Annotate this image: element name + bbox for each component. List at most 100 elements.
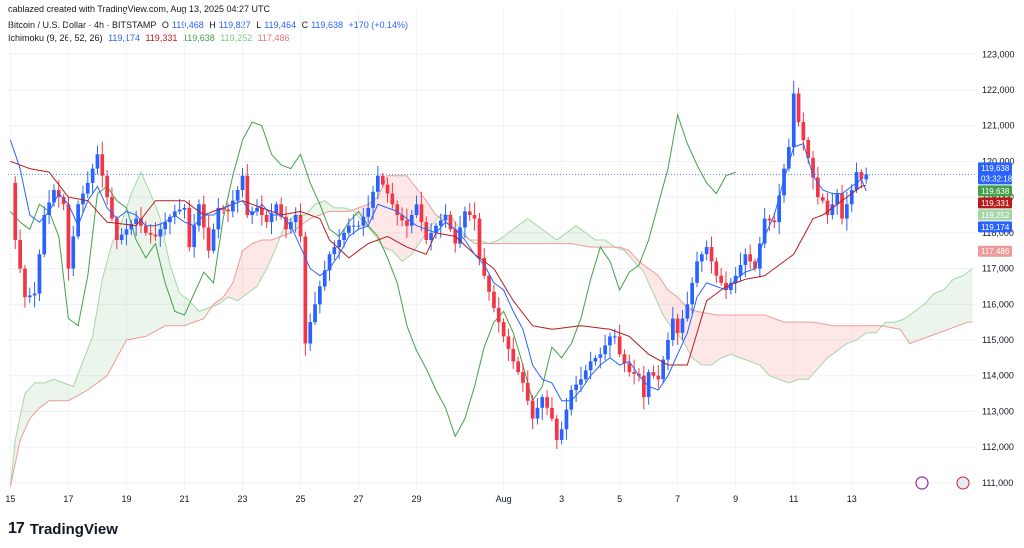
candle-body[interactable] bbox=[796, 93, 801, 123]
candle-body[interactable] bbox=[153, 234, 158, 237]
candle-body[interactable] bbox=[245, 175, 250, 215]
candle-body[interactable] bbox=[71, 236, 76, 269]
indicator-legend[interactable]: Ichimoku (9, 26, 52, 26) 119,174 119,331… bbox=[8, 33, 293, 43]
candle-body[interactable] bbox=[66, 204, 71, 269]
candle-body[interactable] bbox=[675, 318, 680, 333]
candle-body[interactable] bbox=[579, 379, 583, 385]
candle-body[interactable] bbox=[351, 225, 356, 227]
candle-body[interactable] bbox=[598, 354, 603, 358]
candle-body[interactable] bbox=[27, 295, 32, 298]
candle-body[interactable] bbox=[511, 348, 516, 362]
candle-body[interactable] bbox=[496, 307, 501, 323]
candle-body[interactable] bbox=[264, 215, 269, 223]
candle-body[interactable] bbox=[593, 357, 598, 362]
candle-body[interactable] bbox=[298, 215, 303, 237]
candle-body[interactable] bbox=[830, 204, 835, 215]
candle-body[interactable] bbox=[840, 193, 844, 219]
candle-body[interactable] bbox=[395, 204, 400, 215]
candle-body[interactable] bbox=[448, 215, 453, 230]
candle-body[interactable] bbox=[801, 122, 806, 140]
candle-body[interactable] bbox=[361, 216, 366, 226]
candle-body[interactable] bbox=[52, 190, 56, 203]
candle-body[interactable] bbox=[231, 200, 235, 212]
candle-body[interactable] bbox=[472, 215, 477, 219]
candle-body[interactable] bbox=[791, 93, 796, 148]
candle-body[interactable] bbox=[409, 215, 414, 226]
candle-body[interactable] bbox=[177, 209, 182, 212]
candle-body[interactable] bbox=[666, 340, 670, 360]
candle-body[interactable] bbox=[690, 282, 694, 305]
candle-body[interactable] bbox=[424, 222, 429, 240]
candle-body[interactable] bbox=[680, 318, 685, 333]
candle-body[interactable] bbox=[651, 372, 656, 376]
candle-body[interactable] bbox=[700, 254, 704, 262]
candle-body[interactable] bbox=[327, 254, 332, 271]
candle-body[interactable] bbox=[646, 372, 651, 398]
candle-body[interactable] bbox=[787, 147, 791, 169]
candle-body[interactable] bbox=[90, 168, 95, 183]
candle-body[interactable] bbox=[226, 209, 230, 212]
candle-body[interactable] bbox=[400, 215, 404, 221]
candle-body[interactable] bbox=[613, 336, 617, 338]
candle-body[interactable] bbox=[303, 236, 308, 344]
candle-body[interactable] bbox=[356, 225, 361, 227]
candle-body[interactable] bbox=[729, 282, 733, 290]
candle-body[interactable] bbox=[376, 175, 380, 192]
candle-body[interactable] bbox=[163, 222, 167, 230]
candle-body[interactable] bbox=[463, 211, 467, 228]
candle-body[interactable] bbox=[632, 372, 636, 374]
candle-body[interactable] bbox=[366, 207, 371, 217]
candle-body[interactable] bbox=[748, 254, 752, 262]
candle-body[interactable] bbox=[487, 275, 491, 292]
candle-body[interactable] bbox=[806, 140, 811, 158]
candle-body[interactable] bbox=[704, 247, 709, 255]
candle-body[interactable] bbox=[820, 197, 825, 201]
candle-body[interactable] bbox=[260, 207, 264, 215]
candle-body[interactable] bbox=[95, 154, 100, 169]
candle-body[interactable] bbox=[859, 172, 864, 180]
candle-body[interactable] bbox=[825, 200, 830, 215]
candle-body[interactable] bbox=[100, 154, 105, 176]
candle-body[interactable] bbox=[274, 204, 279, 214]
candle-body[interactable] bbox=[535, 407, 540, 419]
candle-body[interactable] bbox=[134, 218, 138, 224]
candle-body[interactable] bbox=[322, 270, 327, 287]
candle-body[interactable] bbox=[642, 375, 646, 398]
candle-body[interactable] bbox=[235, 190, 240, 201]
candle-body[interactable] bbox=[32, 293, 37, 296]
candle-body[interactable] bbox=[530, 400, 535, 419]
candle-body[interactable] bbox=[124, 229, 129, 235]
candle-body[interactable] bbox=[144, 225, 148, 233]
candle-body[interactable] bbox=[158, 229, 163, 237]
candle-body[interactable] bbox=[467, 211, 472, 215]
candle-body[interactable] bbox=[240, 175, 245, 190]
candle-body[interactable] bbox=[115, 218, 119, 240]
candle-body[interactable] bbox=[23, 268, 27, 298]
candle-body[interactable] bbox=[110, 197, 114, 219]
candle-body[interactable] bbox=[37, 254, 42, 294]
candle-body[interactable] bbox=[767, 218, 772, 221]
candle-body[interactable] bbox=[284, 216, 288, 230]
candle-body[interactable] bbox=[477, 218, 482, 258]
candle-body[interactable] bbox=[342, 232, 346, 240]
candle-body[interactable] bbox=[545, 397, 549, 408]
candle-body[interactable] bbox=[753, 261, 757, 269]
candle-body[interactable] bbox=[390, 193, 395, 205]
candle-body[interactable] bbox=[719, 275, 723, 283]
candle-body[interactable] bbox=[206, 227, 211, 251]
candle-body[interactable] bbox=[42, 215, 47, 255]
candle-body[interactable] bbox=[76, 204, 80, 237]
candle-body[interactable] bbox=[81, 193, 85, 205]
candle-body[interactable] bbox=[603, 345, 607, 355]
candle-body[interactable] bbox=[583, 370, 588, 380]
candle-body[interactable] bbox=[564, 409, 569, 430]
candle-body[interactable] bbox=[521, 372, 525, 383]
candle-body[interactable] bbox=[811, 157, 815, 178]
candle-body[interactable] bbox=[758, 243, 762, 269]
candle-body[interactable] bbox=[405, 220, 409, 226]
candle-body[interactable] bbox=[569, 390, 574, 410]
candle-body[interactable] bbox=[192, 225, 196, 248]
candle-body[interactable] bbox=[550, 407, 554, 419]
